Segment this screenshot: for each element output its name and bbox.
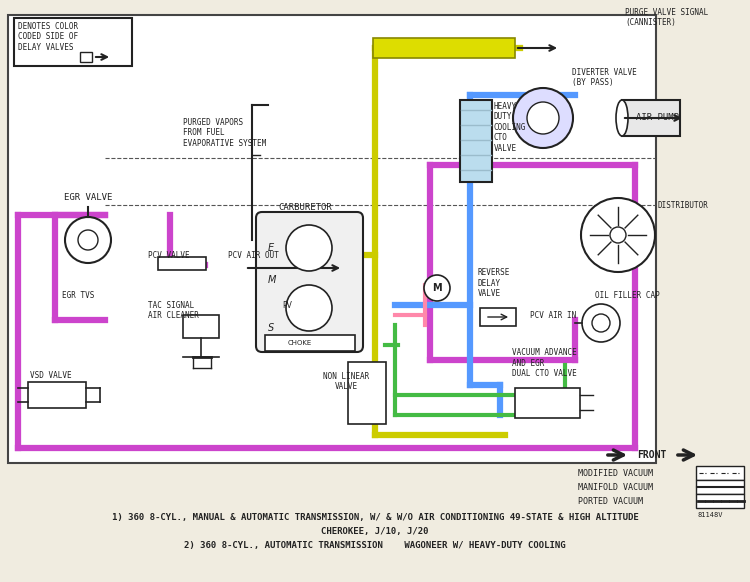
Bar xyxy=(265,335,355,351)
Bar xyxy=(373,38,515,58)
Circle shape xyxy=(286,225,332,271)
Circle shape xyxy=(286,285,332,331)
Bar xyxy=(8,15,656,463)
Text: PCV AIR OUT: PCV AIR OUT xyxy=(228,251,279,260)
FancyBboxPatch shape xyxy=(256,212,363,352)
Text: 81148V: 81148V xyxy=(698,512,723,518)
Ellipse shape xyxy=(616,100,628,136)
Circle shape xyxy=(424,275,450,301)
Bar xyxy=(515,388,580,418)
Circle shape xyxy=(527,102,559,134)
Text: PCV VALVE: PCV VALVE xyxy=(148,251,190,260)
Text: PURGE VALVE SIGNAL
(CANNISTER): PURGE VALVE SIGNAL (CANNISTER) xyxy=(625,8,708,27)
Text: E: E xyxy=(268,243,274,253)
Text: EGR VALVE: EGR VALVE xyxy=(64,193,112,202)
Bar xyxy=(80,52,92,62)
Text: NON LINEAR
VALVE: NON LINEAR VALVE xyxy=(322,372,369,392)
Text: FRONT: FRONT xyxy=(638,450,667,460)
Circle shape xyxy=(65,217,111,263)
Circle shape xyxy=(610,227,626,243)
Circle shape xyxy=(592,314,610,332)
Text: DISTRIBUTOR: DISTRIBUTOR xyxy=(658,201,709,210)
Text: REVERSE
DELAY
VALVE: REVERSE DELAY VALVE xyxy=(478,268,510,298)
Text: AIR PUMP: AIR PUMP xyxy=(637,113,680,122)
Text: M: M xyxy=(268,275,276,285)
Bar xyxy=(696,480,744,494)
Text: CHOKE: CHOKE xyxy=(288,340,312,346)
Bar xyxy=(696,466,744,480)
Text: DENOTES COLOR
CODED SIDE OF
DELAY VALVES: DENOTES COLOR CODED SIDE OF DELAY VALVES xyxy=(18,22,78,52)
Text: VSD VALVE: VSD VALVE xyxy=(30,371,72,380)
Bar xyxy=(158,257,206,270)
Text: CHEROKEE, J/10, J/20: CHEROKEE, J/10, J/20 xyxy=(321,527,429,536)
Text: PURGED VAPORS
FROM FUEL
EVAPORATIVE SYSTEM: PURGED VAPORS FROM FUEL EVAPORATIVE SYST… xyxy=(183,118,266,148)
Text: VACUUM ADVANCE
AND EGR
DUAL CTO VALVE: VACUUM ADVANCE AND EGR DUAL CTO VALVE xyxy=(512,348,577,378)
Text: TAC SIGNAL
AIR CLEANER: TAC SIGNAL AIR CLEANER xyxy=(148,300,199,320)
Bar xyxy=(696,494,744,508)
Text: MODIFIED VACUUM: MODIFIED VACUUM xyxy=(578,469,653,477)
Circle shape xyxy=(582,304,620,342)
Bar xyxy=(348,362,386,424)
Text: HEAVY
DUTY
COOLING
CTO
VALVE: HEAVY DUTY COOLING CTO VALVE xyxy=(494,102,526,152)
Text: OIL FILLER CAP: OIL FILLER CAP xyxy=(595,291,660,300)
Text: CARBURETOR: CARBURETOR xyxy=(278,203,332,212)
Circle shape xyxy=(581,198,655,272)
Text: M: M xyxy=(432,283,442,293)
Bar xyxy=(480,308,516,326)
Bar xyxy=(622,100,680,136)
Text: 1) 360 8-CYL., MANUAL & AUTOMATIC TRANSMISSION, W/ & W/O AIR CONDITIONING 49-STA: 1) 360 8-CYL., MANUAL & AUTOMATIC TRANSM… xyxy=(112,513,638,522)
Text: S: S xyxy=(268,323,274,333)
Text: DIVERTER VALVE
(BY PASS): DIVERTER VALVE (BY PASS) xyxy=(572,68,637,87)
Circle shape xyxy=(78,230,98,250)
Bar xyxy=(14,18,132,66)
Text: 2) 360 8-CYL., AUTOMATIC TRANSMISSION    WAGONEER W/ HEAVY-DUTY COOLING: 2) 360 8-CYL., AUTOMATIC TRANSMISSION WA… xyxy=(184,541,566,550)
Bar xyxy=(460,100,492,182)
Text: PORTED VACUUM: PORTED VACUUM xyxy=(578,496,643,506)
Bar xyxy=(28,382,86,408)
Text: PCV AIR IN: PCV AIR IN xyxy=(530,311,576,320)
Text: EGR TVS: EGR TVS xyxy=(62,291,94,300)
Bar xyxy=(183,315,219,338)
Text: PV: PV xyxy=(282,300,292,310)
Circle shape xyxy=(513,88,573,148)
Text: MANIFOLD VACUUM: MANIFOLD VACUUM xyxy=(578,482,653,492)
